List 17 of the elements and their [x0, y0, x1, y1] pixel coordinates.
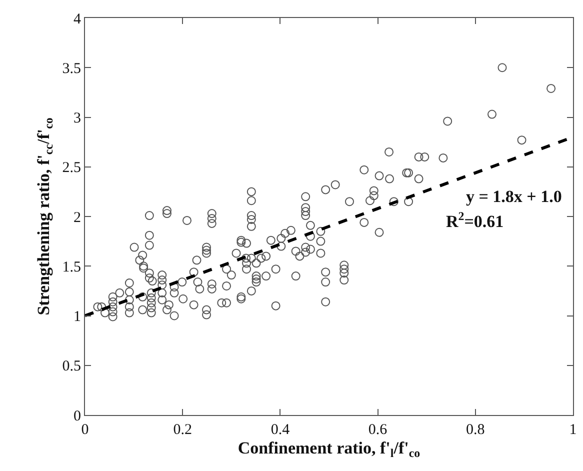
annotation: y = 1.8x + 1.0	[466, 187, 562, 206]
x-tick-label: 0.8	[466, 422, 485, 438]
y-tick-label: 4	[74, 11, 82, 28]
y-tick-label: 2.5	[62, 160, 81, 176]
y-tick-label: 0	[74, 408, 81, 424]
y-tick-label: 3	[74, 110, 81, 126]
y-tick-label: 1.5	[62, 259, 81, 276]
x-tick-label: 1	[569, 422, 577, 438]
y-tick-label: 0.5	[62, 358, 81, 375]
x-tick-label: 0.4	[270, 422, 290, 438]
y-tick-label: 1	[74, 309, 81, 325]
x-axis-title: Confinement ratio, f'$_{l}$/f'$_{co}$	[238, 438, 420, 460]
y-tick-label: 2	[74, 210, 81, 226]
y-tick-label: 3.5	[62, 60, 81, 77]
annotation: R$^{2}$=0.61	[446, 209, 504, 232]
x-tick-label: 0.2	[173, 422, 192, 438]
x-tick-label: 0.6	[368, 422, 388, 438]
